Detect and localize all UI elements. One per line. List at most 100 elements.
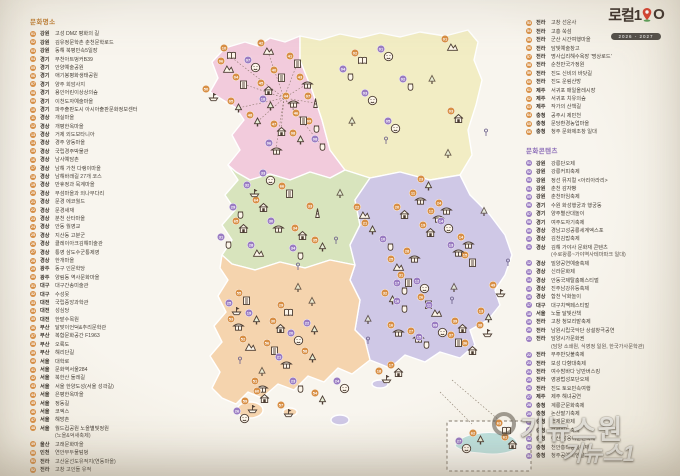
contents-list-title: 문화콘텐츠 <box>526 148 558 156</box>
item-number-badge: 22 <box>30 207 36 214</box>
marker-number: 30 <box>269 218 274 223</box>
item-region: 경상 <box>536 227 546 234</box>
item-number-badge: 44 <box>30 391 36 398</box>
map-marker: 04 <box>231 72 247 89</box>
item-number-badge: 12 <box>30 123 36 130</box>
item-region: 전라 <box>40 466 50 473</box>
map-marker: 16 <box>392 296 408 313</box>
item-name: 대학로 <box>55 358 70 365</box>
item-region: 전라 <box>536 385 546 392</box>
item-region: 서울 <box>40 358 50 365</box>
list-item: 33 충청 천안흥타령춤축제 <box>526 444 678 451</box>
marker-number: 45 <box>259 80 264 85</box>
item-name: 보령머드축제 <box>551 427 580 434</box>
item-number-badge: 60 <box>526 78 532 85</box>
marker-number-badge <box>436 216 446 226</box>
marker-number: 32 <box>383 290 388 295</box>
item-number-badge: 26 <box>30 240 36 247</box>
item-number-badge: 16 <box>526 293 532 300</box>
item-region: 경기 <box>40 81 50 88</box>
marker-number-badge <box>269 65 279 75</box>
marker-number-badge <box>268 316 278 326</box>
marker-number-badge <box>305 201 315 211</box>
list-item: 07 경기 양주별산대놀이 <box>526 210 678 217</box>
item-name: 대구치맥페스티벌 <box>551 302 590 309</box>
list-item: 16 경상 남사예담촌 <box>30 156 172 164</box>
item-region: 대구 <box>40 283 50 290</box>
list-item: 61 제주 서귀포 매일올레시장 <box>526 87 678 94</box>
item-name: 통영 삼도수군통제영 <box>55 249 100 256</box>
item-number-badge: 20 <box>526 327 532 334</box>
item-name: 강릉커피축제 <box>551 169 580 176</box>
marker-number: 05 <box>386 118 391 123</box>
list-item: 32 충청 아산 성웅이순신축제 <box>526 435 678 442</box>
marker-number-badge <box>454 436 464 446</box>
map-marker: 04 <box>338 64 354 81</box>
marker-number-badge <box>350 48 360 58</box>
marker-number-badge <box>228 202 238 212</box>
item-region: 강원 <box>40 39 50 46</box>
marker-number-badge <box>302 318 312 328</box>
item-number-badge: 36 <box>30 324 36 331</box>
house-icon <box>393 368 404 377</box>
marker-number-badge <box>414 332 424 342</box>
item-name: 진도 운림산방 <box>551 79 582 86</box>
map-marker: 49 <box>488 280 506 298</box>
marker-number-badge <box>352 202 362 212</box>
item-name: 월드컵공원 노을별빛정원 (노을&억새축제) <box>55 425 109 440</box>
list-item: 30 광주 양림동 역사문화마을 <box>30 274 172 281</box>
marker-number: 33 <box>261 170 266 175</box>
list-item: 39 부산 해리단길 <box>30 349 172 356</box>
marker-number: 25 <box>389 256 394 261</box>
item-name: 고성 DMZ 평화의 길 <box>55 31 100 38</box>
marker-number: 63 <box>497 420 502 425</box>
marker-number: 58 <box>303 348 308 353</box>
marker-number-badge <box>240 396 250 406</box>
list-item: 34 충청 청주공예비엔날레 <box>526 452 678 459</box>
pot-icon <box>297 252 304 260</box>
item-region: 충청 <box>536 121 546 128</box>
item-region: 울산 <box>40 441 50 448</box>
item-region: 충청 <box>536 427 546 434</box>
item-name-line2: (수로왕릉~가야역사테마파크 일대) <box>551 252 626 259</box>
marker-number: 07 <box>306 93 311 98</box>
marker-number-badge <box>276 400 286 410</box>
item-name: 여수밤바다 낭만버스킹 <box>551 369 601 376</box>
item-name: 서귀포 매일올레시장 <box>551 87 596 94</box>
item-region: 전라 <box>40 458 50 465</box>
map-marker: 26 <box>416 292 432 309</box>
item-number-badge: 04 <box>526 185 532 192</box>
marker-number: 10 <box>381 236 386 241</box>
map-marker: 28 <box>402 246 420 263</box>
map-marker: 23 <box>416 174 432 191</box>
list-item: 05 강원 춘천마임축제 <box>526 194 678 200</box>
item-region: 경상 <box>536 269 546 276</box>
mask-icon <box>461 443 472 454</box>
item-name: 남사예담촌 <box>55 157 79 164</box>
map-marker: 43 <box>295 72 313 89</box>
marker-number-badge <box>226 96 236 106</box>
map-marker: 05 <box>383 116 401 134</box>
map-marker: 37 <box>446 330 462 347</box>
list-item: 28 충청 계룡군문화축제 <box>526 402 678 409</box>
marker-number: 55 <box>237 290 242 295</box>
mask-icon <box>265 175 276 186</box>
marker-number-badge <box>258 168 268 178</box>
list-item: 15 경상 국립경주박물관 <box>30 148 172 155</box>
marker-number: 26 <box>235 408 240 413</box>
item-name: 천안흥타령춤축제 <box>551 444 590 451</box>
item-region: 충청 <box>536 129 546 136</box>
item-name: 작가의 산책길 <box>551 104 582 111</box>
list-item: 42 서울 북한산 둘레길 <box>30 375 172 381</box>
item-name: 북한산 둘레길 <box>55 375 86 382</box>
item-region: 서울 <box>40 375 50 382</box>
marker-number: 31 <box>399 272 404 277</box>
map-marker: 51 <box>250 376 268 393</box>
list-item: 20 경상 무섬마을과 외나무다리 <box>30 190 172 197</box>
list-item: 54 전라 고흥 쑥섬 <box>526 28 678 35</box>
marker-number-badge <box>288 243 298 253</box>
marker-number-badge <box>374 366 384 376</box>
list-item: 32 대구 수성못 <box>30 291 172 298</box>
item-number-badge: 31 <box>30 282 36 289</box>
